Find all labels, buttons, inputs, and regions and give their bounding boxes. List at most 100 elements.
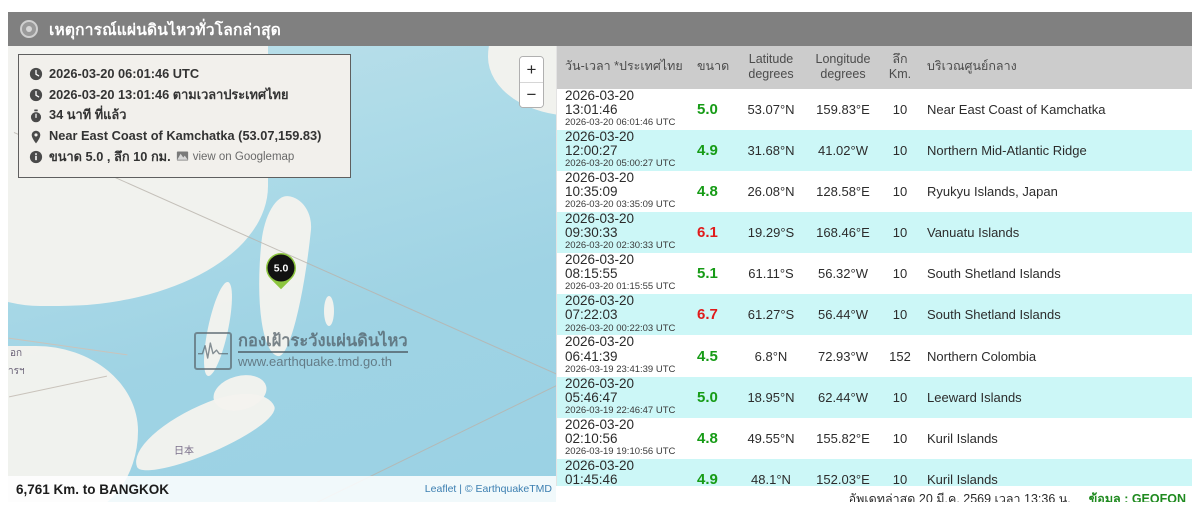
table-header-row: วัน-เวลา *ประเทศไทย ขนาด Latitude degree… [557, 46, 1192, 89]
cell-magnitude: 4.9 [693, 129, 737, 171]
cell-latitude: 26.08°N [747, 183, 795, 199]
column-header-datetime[interactable]: วัน-เวลา *ประเทศไทย [557, 46, 693, 89]
cell-datetime: 2026-03-20 05:46:47 2026-03-19 22:46:47 U… [557, 375, 693, 418]
cell-latitude: 19.29°S [737, 211, 805, 254]
table-row[interactable]: 2026-03-20 06:41:39 2026-03-19 23:41:39 U… [557, 335, 1192, 376]
cell-region: Northern Colombia [927, 348, 1037, 364]
zoom-out-button[interactable]: − [520, 82, 543, 107]
cell-local-time: 2026-03-20 08:15:55 [565, 252, 635, 282]
cell-datetime: 2026-03-20 09:30:33 2026-03-20 02:30:33 U… [557, 211, 693, 254]
cell-local-time: 2026-03-20 01:45:46 [565, 457, 635, 488]
cell-local-time: 2026-03-20 10:35:09 [565, 169, 635, 199]
column-header-depth-line2: Km. [888, 66, 912, 81]
cell-utc-time: 2026-03-20 02:30:33 UTC [565, 240, 676, 252]
cell-utc-time: 2026-03-20 00:22:03 UTC [565, 322, 676, 334]
column-header-longitude-line2: degrees [820, 66, 866, 81]
cell-magnitude: 6.7 [693, 294, 737, 336]
info-circle-icon [29, 150, 43, 164]
table-row[interactable]: 2026-03-20 05:46:47 2026-03-19 22:46:47 U… [557, 375, 1192, 418]
cell-utc-time: 2026-03-20 05:00:27 UTC [565, 158, 676, 169]
cell-local-time: 2026-03-20 05:46:47 [565, 375, 635, 405]
info-row-utc-time: 2026-03-20 06:01:46 UTC [29, 64, 340, 85]
watermark-texts: กองเฝ้าระวังแผ่นดินไหว www.earthquake.tm… [238, 332, 408, 370]
cell-longitude: 56.32°W [817, 266, 868, 282]
cell-depth: 10 [892, 430, 908, 446]
info-utc-time-text: 2026-03-20 06:01:46 UTC [49, 66, 200, 81]
cell-latitude: 6.8°N [754, 348, 788, 364]
earthquake-table: วัน-เวลา *ประเทศไทย ขนาด Latitude degree… [557, 46, 1192, 501]
table-row[interactable]: 2026-03-20 12:00:27 2026-03-20 05:00:27 U… [557, 129, 1192, 171]
cell-local-time: 2026-03-20 07:22:03 [565, 293, 635, 323]
zoom-in-button[interactable]: + [520, 57, 543, 82]
table-row[interactable]: 2026-03-20 02:10:56 2026-03-19 19:10:56 U… [557, 416, 1192, 459]
cell-latitude: 49.55°N [747, 430, 795, 446]
cell-local-time: 2026-03-20 06:41:39 [565, 334, 635, 364]
cell-datetime: 2026-03-20 13:01:46 2026-03-20 06:01:46 U… [557, 87, 693, 130]
column-header-longitude-line1: Longitude [815, 52, 871, 66]
column-header-latitude[interactable]: Latitude degrees [737, 46, 805, 89]
cell-local-time: 2026-03-20 02:10:56 [565, 416, 635, 446]
column-header-magnitude[interactable]: ขนาด [693, 46, 737, 89]
cell-local-time: 2026-03-20 13:01:46 [565, 87, 635, 117]
watermark-title: กองเฝ้าระวังแผ่นดินไหว [238, 332, 408, 354]
table-row[interactable]: 2026-03-20 10:35:09 2026-03-20 03:35:09 U… [557, 169, 1192, 212]
magnitude-value: 5.1 [697, 265, 718, 283]
cell-region: Ryukyu Islands, Japan [927, 183, 1058, 199]
column-header-depth[interactable]: ลึก Km. [881, 46, 919, 89]
cell-region: South Shetland Islands [927, 266, 1061, 282]
cell-magnitude: 4.5 [693, 335, 737, 376]
earthquaketmd-link[interactable]: © EarthquakeTMD [464, 483, 552, 495]
map-watermark: กองเฝ้าระวังแผ่นดินไหว www.earthquake.tm… [194, 332, 408, 370]
earthquake-marker[interactable]: 5.0 [259, 246, 303, 290]
map-pin-icon [29, 130, 43, 144]
cell-longitude: 159.83°E [816, 101, 870, 117]
cell-depth: 10 [892, 101, 908, 117]
column-header-longitude[interactable]: Longitude degrees [805, 46, 881, 89]
column-header-latitude-line2: degrees [748, 66, 794, 81]
watermark-url: www.earthquake.tmd.go.th [238, 354, 392, 370]
info-row-location: Near East Coast of Kamchatka (53.07,159.… [29, 126, 340, 147]
cell-datetime: 2026-03-20 08:15:55 2026-03-20 01:15:55 U… [557, 252, 693, 294]
cell-latitude: 31.68°N [737, 129, 805, 171]
earthquake-map[interactable]: 日本 อก ารฯ 2026-03-20 06:01:46 UTC 2026-0… [8, 46, 556, 502]
cell-longitude: 72.93°W [817, 348, 868, 364]
magnitude-value: 4.9 [697, 141, 718, 159]
map-label-japan: 日本 [174, 446, 194, 457]
cell-region: South Shetland Islands [919, 294, 1192, 336]
map-attribution: Leaflet | © EarthquakeTMD [425, 483, 552, 495]
map-landmass-islands [324, 296, 334, 326]
cell-utc-time: 2026-03-20 03:35:09 UTC [565, 199, 676, 211]
cell-utc-time: 2026-03-19 23:41:39 UTC [565, 363, 676, 375]
view-on-googlemap-link[interactable]: view on Googlemap [192, 150, 295, 163]
table-row[interactable]: 2026-03-20 07:22:03 2026-03-20 00:22:03 U… [557, 293, 1192, 336]
cell-magnitude: 5.0 [693, 89, 737, 130]
map-pin-icon: 5.0 [259, 246, 303, 290]
cell-datetime: 2026-03-20 02:10:56 2026-03-19 19:10:56 U… [557, 416, 693, 459]
cell-depth: 10 [892, 183, 908, 199]
cell-utc-time: 2026-03-20 01:15:55 UTC [565, 281, 676, 293]
leaflet-link[interactable]: Leaflet [424, 483, 457, 495]
table-row[interactable]: 2026-03-20 08:15:55 2026-03-20 01:15:55 U… [557, 252, 1192, 294]
cell-magnitude: 6.1 [693, 211, 737, 254]
cell-depth: 10 [881, 211, 919, 254]
map-zoom-controls[interactable]: + − [519, 56, 544, 108]
earthquake-table-pane: วัน-เวลา *ประเทศไทย ขนาด Latitude degree… [556, 46, 1192, 502]
magnitude-value: 4.5 [697, 347, 718, 365]
cell-datetime: 2026-03-20 06:41:39 2026-03-19 23:41:39 U… [557, 335, 693, 376]
magnitude-value: 6.1 [697, 224, 718, 242]
stopwatch-icon [29, 109, 43, 123]
column-header-region[interactable]: บริเวณศูนย์กลาง [919, 46, 1192, 89]
window-titlebar: เหตุการณ์แผ่นดินไหวทั่วโลกล่าสุด [8, 12, 1192, 46]
clock-icon [29, 67, 43, 81]
cell-magnitude: 5.0 [693, 376, 737, 418]
magnitude-value: 6.7 [697, 306, 718, 324]
table-row[interactable]: 2026-03-20 13:01:46 2026-03-20 06:01:46 U… [557, 87, 1192, 130]
bottom-strip [0, 502, 1200, 518]
table-row[interactable]: 2026-03-20 09:30:33 2026-03-20 02:30:33 U… [557, 211, 1192, 254]
cell-datetime: 2026-03-20 12:00:27 2026-03-20 05:00:27 U… [557, 129, 693, 171]
map-label-left-top: อก [10, 348, 23, 359]
cell-datetime: 2026-03-20 10:35:09 2026-03-20 03:35:09 U… [557, 169, 693, 212]
cell-longitude: 41.02°W [805, 129, 881, 171]
attribution-separator: | [456, 483, 465, 495]
cell-magnitude: 4.8 [693, 171, 737, 212]
